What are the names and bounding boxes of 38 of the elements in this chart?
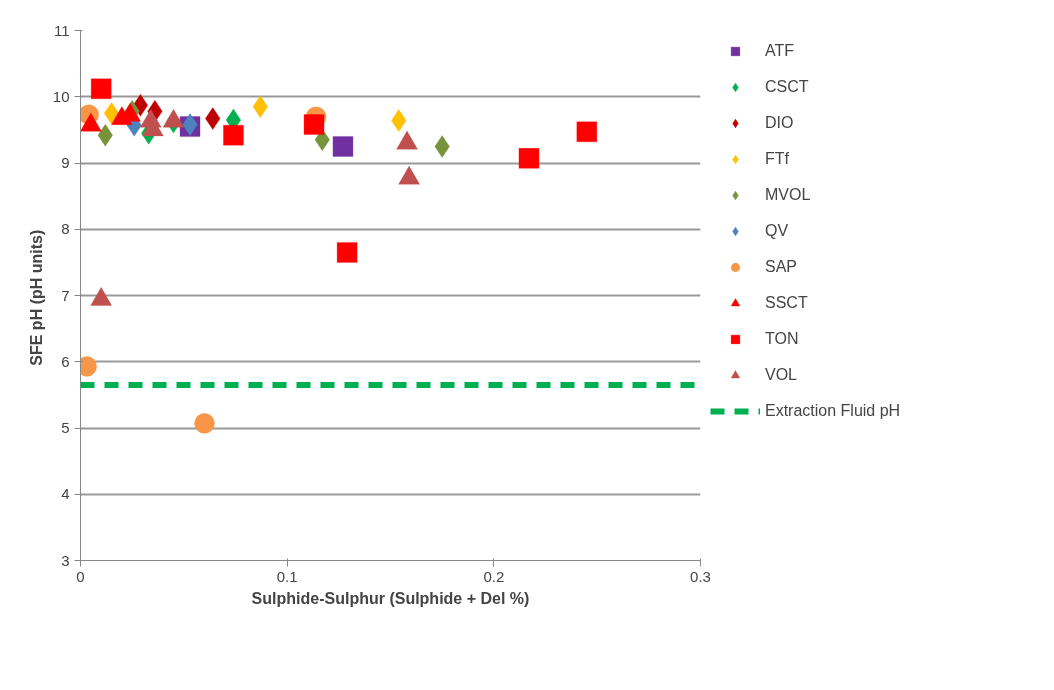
legend-label: QV <box>765 222 789 240</box>
legend-label: SAP <box>765 258 798 276</box>
y-tick-label: 4 <box>61 485 70 503</box>
point <box>332 135 354 157</box>
legend-label: ATF <box>765 42 795 60</box>
legend-label: MVOL <box>765 186 811 204</box>
point <box>204 107 221 131</box>
point <box>194 412 215 434</box>
y-tick-label: 6 <box>61 352 70 370</box>
legend-label: VOL <box>765 366 798 384</box>
legend-label: CSCT <box>765 78 809 96</box>
x-tick-label: 0.2 <box>483 567 505 585</box>
point <box>518 147 540 169</box>
y-tick-label: 3 <box>61 551 70 569</box>
y-tick-label: 5 <box>61 419 70 436</box>
x-tick-label: 0.1 <box>276 567 298 585</box>
point <box>97 123 114 147</box>
y-axis-title: SFE pH (pH units) <box>27 229 45 366</box>
legend-label: FTf <box>765 150 789 168</box>
x-tick-label: 0.3 <box>690 567 711 585</box>
y-tick-label: 10 <box>52 87 70 105</box>
legend-label: SSCT <box>765 294 808 312</box>
point <box>90 78 112 100</box>
x-axis-title: Sulphide-Sulphur (Sulphide + Del %) <box>251 589 530 607</box>
point <box>303 114 325 136</box>
y-tick-label: 11 <box>53 21 70 39</box>
point <box>222 124 244 146</box>
y-tick-label: 9 <box>61 154 70 171</box>
point <box>390 109 407 133</box>
legend-label: TON <box>765 330 799 348</box>
legend-label: Extraction Fluid pH <box>765 402 901 420</box>
y-tick-label: 7 <box>61 286 70 304</box>
x-tick-label: 0 <box>76 567 85 585</box>
y-tick-label: 8 <box>61 220 70 238</box>
point <box>336 241 358 263</box>
point <box>252 95 269 119</box>
point <box>576 121 598 143</box>
legend-label: DIO <box>765 114 794 132</box>
